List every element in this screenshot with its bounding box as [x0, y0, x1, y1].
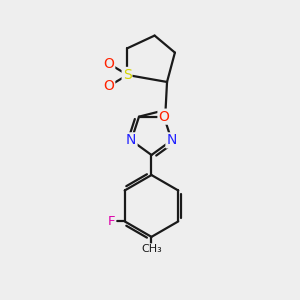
Text: N: N — [126, 134, 136, 147]
Text: O: O — [158, 110, 169, 124]
Text: N: N — [167, 134, 177, 147]
Text: F: F — [108, 215, 115, 228]
Text: O: O — [103, 79, 114, 93]
Text: O: O — [103, 57, 114, 71]
Text: CH₃: CH₃ — [141, 244, 162, 254]
Text: S: S — [123, 68, 131, 82]
